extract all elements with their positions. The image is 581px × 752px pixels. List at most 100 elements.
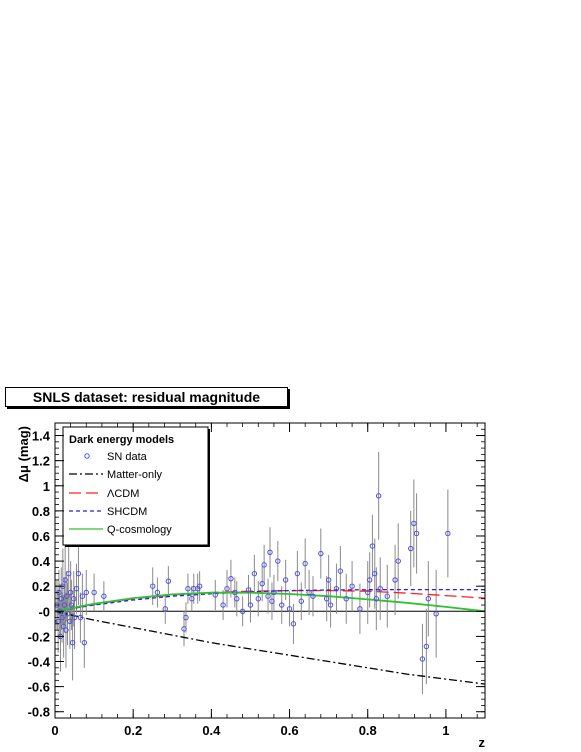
data-point xyxy=(79,593,86,599)
data-point xyxy=(267,549,273,555)
legend-title: Dark energy models xyxy=(69,434,174,446)
data-point xyxy=(366,577,373,583)
data-point xyxy=(271,589,277,596)
data-point xyxy=(333,586,340,592)
data-point xyxy=(269,598,275,604)
plot-frame xyxy=(54,422,486,719)
data-point xyxy=(185,586,191,592)
data-point xyxy=(71,614,78,621)
data-point xyxy=(65,570,72,577)
data-point xyxy=(373,596,380,602)
data-point xyxy=(67,589,74,596)
data-point xyxy=(62,577,68,583)
data-point xyxy=(68,602,75,608)
series-line-matter-only xyxy=(54,610,486,685)
data-point xyxy=(294,570,301,577)
y-tick-label: -0 xyxy=(38,604,50,619)
x-tick-label: 0.4 xyxy=(202,723,221,738)
data-point xyxy=(318,550,324,557)
y-tick-label: 1 xyxy=(43,479,50,494)
data-point xyxy=(384,593,390,599)
data-point xyxy=(150,583,156,589)
data-point xyxy=(423,643,430,650)
data-point xyxy=(298,598,304,604)
x-tick-label: 0.6 xyxy=(281,723,299,738)
series-line-q-cosmology xyxy=(54,591,486,613)
data-point xyxy=(245,587,252,593)
data-point xyxy=(67,618,73,625)
data-point xyxy=(59,614,65,621)
data-point xyxy=(375,493,382,499)
y-tick-label: 0.6 xyxy=(32,529,50,544)
data-point xyxy=(310,593,316,599)
data-point xyxy=(259,580,265,587)
y-tick-label: 0.2 xyxy=(32,579,50,594)
data-point xyxy=(327,602,334,608)
data-point xyxy=(302,560,308,567)
data-point xyxy=(91,589,97,596)
data-point xyxy=(183,614,189,621)
data-point xyxy=(189,596,195,602)
legend-label: Q-cosmology xyxy=(107,524,172,536)
data-point xyxy=(83,589,89,596)
data-point xyxy=(337,568,344,574)
data-point xyxy=(323,596,330,602)
data-point xyxy=(181,626,187,632)
data-point xyxy=(282,577,289,583)
data-point xyxy=(349,583,355,589)
data-point xyxy=(77,614,84,621)
data-point xyxy=(408,545,414,552)
data-point xyxy=(411,520,417,527)
series-line-shcdm xyxy=(54,588,486,612)
data-point xyxy=(265,593,271,599)
data-point xyxy=(325,577,332,583)
data-point xyxy=(64,593,70,599)
data-point xyxy=(392,577,398,583)
y-tick-label: 0.4 xyxy=(32,554,51,569)
legend-label: ΛCDM xyxy=(107,488,139,500)
legend-label: SN data xyxy=(107,451,148,463)
data-point xyxy=(419,656,426,662)
data-point xyxy=(75,570,82,577)
legend-box xyxy=(62,426,209,546)
data-point xyxy=(247,602,254,608)
data-point xyxy=(343,596,349,602)
data-point xyxy=(154,589,161,596)
data-point xyxy=(224,586,230,592)
data-point xyxy=(212,592,218,598)
data-point xyxy=(433,611,439,617)
data-point xyxy=(369,543,376,549)
y-tick-label: 0.8 xyxy=(32,504,50,519)
data-point xyxy=(445,530,451,537)
y-tick-label: -0.8 xyxy=(28,705,50,720)
data-point xyxy=(306,589,312,596)
legend-label: Matter-only xyxy=(107,469,163,481)
data-point xyxy=(162,606,168,612)
data-point xyxy=(63,627,69,633)
y-tick-label: 1.4 xyxy=(32,429,51,444)
data-point xyxy=(69,639,76,646)
data-point xyxy=(71,596,77,602)
data-point xyxy=(165,578,172,584)
y-tick-label: -0.6 xyxy=(28,680,50,695)
data-point xyxy=(290,621,297,627)
x-tick-label: 0.2 xyxy=(124,723,142,738)
data-point xyxy=(395,558,401,564)
data-point xyxy=(286,606,293,612)
data-point xyxy=(101,593,107,599)
data-point xyxy=(64,611,71,617)
legend-marker xyxy=(84,453,90,459)
data-point xyxy=(81,639,88,646)
data-point xyxy=(251,570,258,577)
x-tick-label: 1 xyxy=(442,723,449,738)
y-tick-label: -0.2 xyxy=(28,629,50,644)
data-point xyxy=(372,570,378,577)
y-tick-label: 1.2 xyxy=(32,454,50,469)
data-point xyxy=(73,586,80,592)
data-point xyxy=(365,589,371,596)
data-point xyxy=(58,596,64,602)
x-tick-label: 0 xyxy=(51,723,58,738)
data-point xyxy=(234,596,240,602)
data-point xyxy=(220,602,226,608)
